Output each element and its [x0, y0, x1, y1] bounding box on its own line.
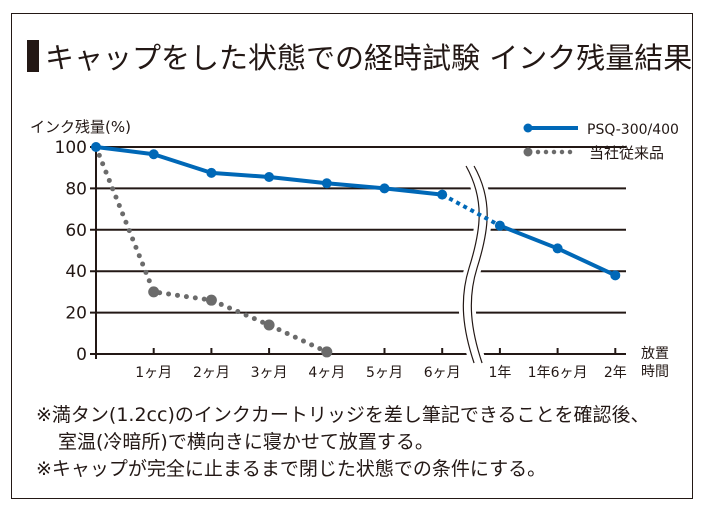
y-tick-label-20: 20	[65, 304, 87, 324]
axis-break-line-1	[462, 165, 480, 364]
y-tick-label-60: 60	[65, 221, 87, 241]
title-bar-marker	[27, 40, 39, 72]
chart-frame	[11, 13, 693, 499]
chart-title-text: キャップをした状態での経時試験 インク残量結果	[45, 41, 693, 75]
legend-label-psq: PSQ-300/400	[587, 122, 679, 138]
x-axis-label-line-1: 放置	[641, 346, 669, 362]
data-point-psq	[379, 183, 390, 194]
data-point-previous-product	[148, 286, 160, 298]
x-tick-label: 3ヶ月	[251, 365, 288, 381]
y-tick-label-80: 80	[65, 179, 87, 199]
data-point-psq	[494, 220, 505, 231]
data-point-psq	[148, 149, 159, 160]
x-tick-label: 2ヶ月	[193, 365, 230, 381]
data-point-psq	[610, 270, 621, 281]
legend-marker-psq	[523, 123, 533, 133]
footnote-2: ※キャップが完全に止まるまで閉じた状態での条件にする。	[36, 458, 547, 480]
legend-label-previous-product: 当社従来品	[589, 144, 664, 162]
data-point-previous-product	[321, 346, 333, 358]
x-tick-label: 4ヶ月	[308, 365, 345, 381]
legend-marker-previous-product	[523, 147, 533, 157]
x-tick-label: 6ヶ月	[424, 365, 461, 381]
series-line-psq-break-segment	[441, 192, 501, 228]
data-point-psq	[206, 167, 217, 178]
y-tick-label-100: 100	[55, 138, 87, 158]
footnotes: ※満タン(1.2cc)のインクカートリッジを差し筆記できることを確認後、 室温(…	[36, 402, 649, 483]
footnote-1-continued: 室温(冷暗所)で横向きに寝かせて放置する。	[58, 431, 434, 453]
data-point-psq	[264, 172, 275, 183]
axis-break-line-2	[470, 165, 488, 364]
data-point-psq	[321, 178, 332, 189]
y-tick-label-40: 40	[65, 262, 87, 282]
data-point-previous-product	[263, 319, 275, 331]
data-point-psq	[437, 189, 448, 200]
x-tick-label: 5ヶ月	[366, 365, 403, 381]
y-tick-label-0: 0	[76, 345, 87, 365]
data-point-previous-product	[205, 294, 217, 306]
chart-title: キャップをした状態での経時試験 インク残量結果	[27, 36, 692, 76]
x-tick-label: 1年	[488, 365, 511, 381]
y-axis-label: インク残量(%)	[30, 118, 131, 136]
x-tick-label: 1年6ヶ月	[528, 365, 588, 381]
x-axis-label-line-2: 時間	[641, 364, 669, 380]
data-point-psq	[91, 142, 101, 152]
x-tick-label: 1ヶ月	[135, 365, 172, 381]
x-tick-label: 2年	[604, 365, 627, 381]
data-point-psq	[552, 243, 563, 254]
axis-break-icon	[458, 163, 492, 365]
footnote-1: ※満タン(1.2cc)のインクカートリッジを差し筆記できることを確認後、	[36, 404, 650, 426]
